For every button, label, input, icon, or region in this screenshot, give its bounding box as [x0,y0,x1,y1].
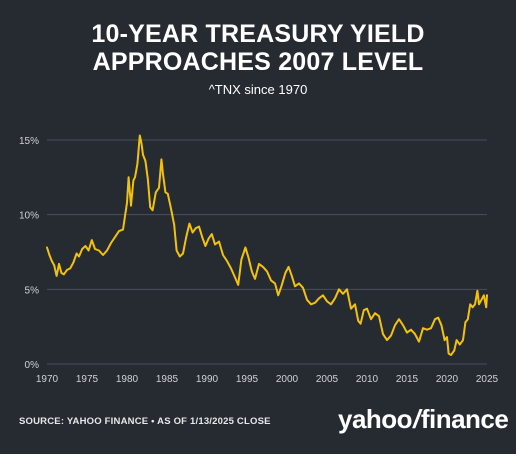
chart-title-line-1: 10-YEAR TREASURY YIELD [91,20,425,48]
chart-title: 10-YEAR TREASURY YIELD APPROACHES 2007 L… [0,20,516,76]
y-tick-label: 5% [25,285,40,296]
chart-title-line-2: APPROACHES 2007 LEVEL [92,48,424,76]
y-tick-label: 10% [19,211,39,222]
x-tick-label: 2005 [316,374,339,385]
source-note: SOURCE: YAHOO FINANCE • AS OF 1/13/2025 … [19,416,271,427]
chart-subtitle: ^TNX since 1970 [208,82,308,97]
x-tick-label: 1995 [236,374,259,385]
logo-slash: / [413,404,420,434]
grid-layer [47,139,487,365]
logo-word-finance: finance [420,404,509,434]
x-tick-label: 2015 [396,374,419,385]
x-tick-label: 1975 [76,374,99,385]
y-tick-label: 0% [25,360,40,371]
x-tick-label: 1970 [36,374,59,385]
x-tick-label: 2025 [476,374,499,385]
y-tick-label: 15% [19,136,39,147]
series-layer [46,134,488,356]
series-line-tnx [46,134,488,356]
logo-word-yahoo: yahoo [338,404,413,434]
x-tick-label: 2020 [436,374,459,385]
x-tick-label: 1985 [156,374,179,385]
x-tick-label: 1980 [116,374,139,385]
x-tick-label: 2010 [356,374,379,385]
x-tick-label: 2000 [276,374,299,385]
yahoo-finance-logo[interactable]: yahoo/finance [338,404,509,435]
x-tick-label: 1990 [196,374,219,385]
axis-layer: 0% 5% 10% 15% 1970 1975 1980 1985 1990 1995 2000 20… [19,136,499,385]
